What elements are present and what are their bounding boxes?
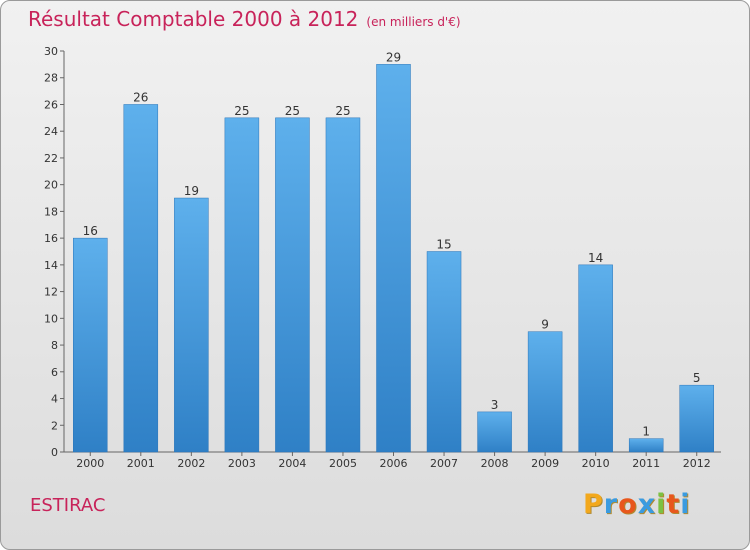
x-tick-label-2011: 2011 — [632, 457, 660, 470]
logo-letter: P — [583, 489, 604, 520]
x-tick-label-2009: 2009 — [531, 457, 559, 470]
bar-2009 — [527, 331, 563, 453]
bar-2011 — [628, 438, 664, 453]
value-label-2008: 3 — [491, 398, 499, 412]
chart-subtitle: (en milliers d'€) — [366, 15, 461, 29]
bar-2004 — [275, 117, 310, 453]
logo-letter: i — [656, 489, 667, 520]
x-tick-label-2004: 2004 — [278, 457, 306, 470]
y-tick-label: 26 — [44, 98, 58, 111]
x-ticks: 2000 2001 2002 2003 2004 2005 2006 2007 2008 2009… — [76, 452, 711, 470]
value-label-2012: 5 — [693, 371, 701, 385]
bar-2005 — [325, 117, 361, 453]
value-label-2010: 14 — [588, 251, 603, 265]
y-tick-label: 22 — [44, 152, 58, 165]
y-tick-label: 10 — [44, 312, 58, 325]
value-label-2009: 9 — [541, 318, 549, 332]
logo-letter: i — [680, 489, 691, 520]
y-tick-label: 12 — [44, 286, 58, 299]
x-tick-label-2001: 2001 — [127, 457, 155, 470]
proxiti-logo: Proxiti — [583, 489, 691, 520]
value-label-2006: 29 — [386, 50, 401, 64]
y-tick-label: 28 — [44, 72, 58, 85]
x-tick-label-2000: 2000 — [76, 457, 104, 470]
bar-2002 — [174, 197, 209, 453]
y-tick-label: 18 — [44, 205, 58, 218]
value-label-2004: 25 — [285, 104, 300, 118]
bar-2003 — [224, 117, 260, 453]
value-label-2001: 26 — [133, 90, 148, 104]
x-tick-label-2010: 2010 — [582, 457, 610, 470]
y-tick-label: 16 — [44, 232, 58, 245]
bar-2012 — [679, 384, 714, 453]
x-tick-label-2012: 2012 — [683, 457, 711, 470]
y-tick-label: 4 — [51, 393, 58, 406]
commune-name: ESTIRAC — [30, 495, 106, 516]
value-label-2003: 25 — [234, 104, 249, 118]
y-tick-label: 30 — [44, 45, 58, 58]
y-tick-label: 8 — [51, 339, 58, 352]
logo-letter: o — [618, 489, 638, 520]
x-tick-label-2005: 2005 — [329, 457, 357, 470]
value-label-2000: 16 — [83, 224, 98, 238]
logo-letter: x — [637, 489, 657, 520]
value-label-2005: 25 — [335, 104, 350, 118]
x-tick-label-2008: 2008 — [481, 457, 509, 470]
y-tick-label: 24 — [44, 125, 58, 138]
bar-2007 — [426, 251, 462, 453]
logo-letter: r — [603, 489, 619, 520]
y-tick-label: 20 — [44, 179, 58, 192]
bar-2010 — [578, 264, 613, 453]
y-tick-label: 0 — [51, 446, 58, 459]
chart-title: Résultat Comptable 2000 à 2012 (en millie… — [28, 7, 461, 31]
bar-2001 — [123, 104, 159, 453]
x-tick-label-2002: 2002 — [177, 457, 205, 470]
value-label-2002: 19 — [184, 184, 199, 198]
logo-letter: t — [666, 489, 681, 520]
bar-2000 — [73, 237, 108, 453]
value-label-2011: 1 — [642, 425, 650, 439]
value-label-2007: 15 — [436, 238, 451, 252]
y-tick-label: 2 — [51, 419, 58, 432]
title-text: Résultat Comptable 2000 à 2012 — [28, 7, 359, 31]
bar-2006 — [376, 64, 411, 453]
bar-2008 — [477, 411, 512, 453]
x-tick-label-2003: 2003 — [228, 457, 256, 470]
y-tick-label: 14 — [44, 259, 58, 272]
x-tick-label-2006: 2006 — [380, 457, 408, 470]
x-tick-label-2007: 2007 — [430, 457, 458, 470]
y-tick-label: 6 — [51, 366, 58, 379]
